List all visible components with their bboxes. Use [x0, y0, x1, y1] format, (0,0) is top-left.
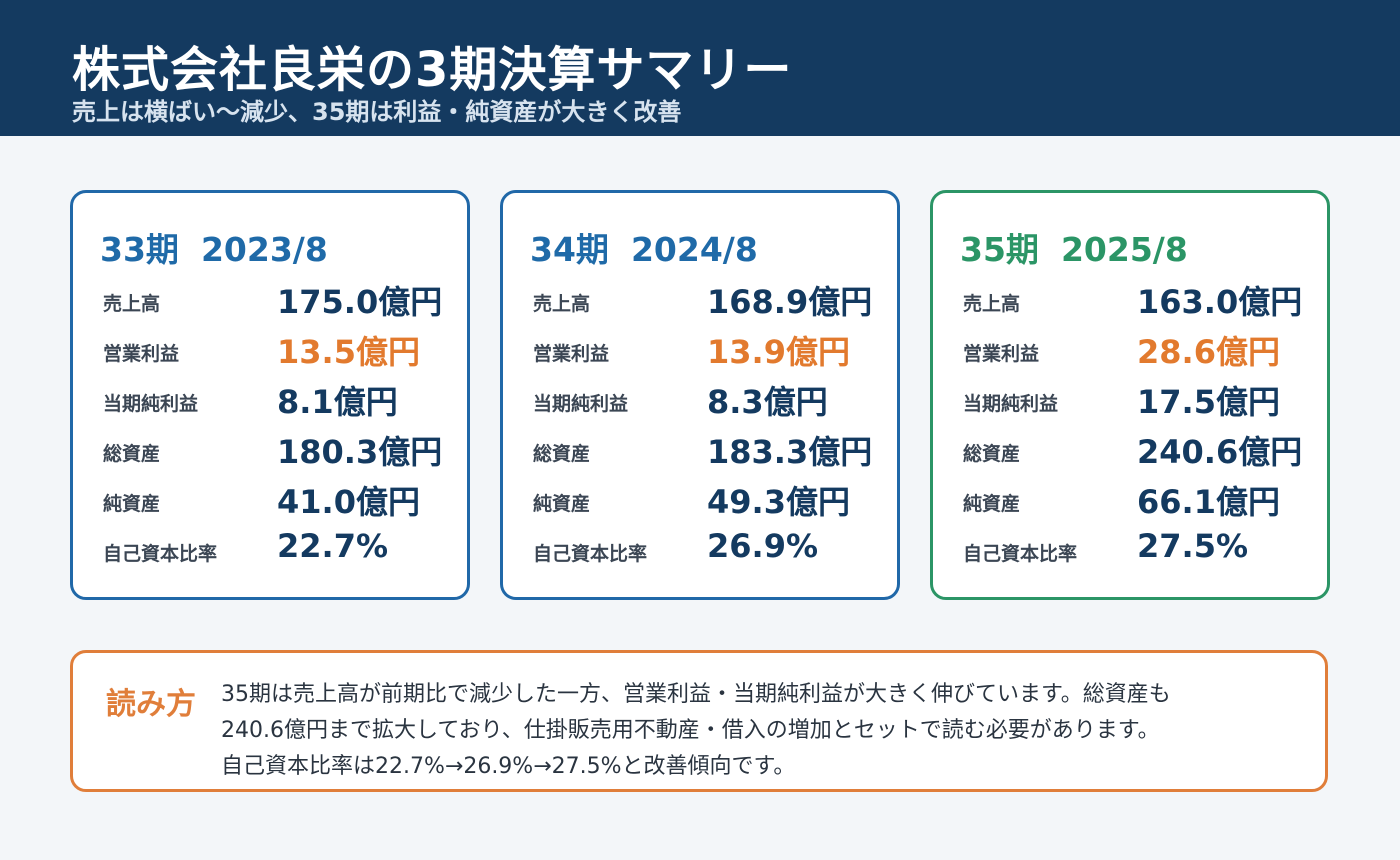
metric-label: 総資産 — [103, 443, 161, 465]
page-subtitle: 売上は横ばい〜減少、35期は利益・純資産が大きく改善 — [72, 98, 682, 126]
metric-row-total-assets: 総資産 180.3億円 — [103, 427, 463, 477]
metric-row-net-assets: 純資産 66.1億円 — [963, 477, 1323, 527]
fiscal-card-33: 33期 2023/8 売上高 175.0億円 営業利益 13.5億円 当期純利益 … — [70, 190, 470, 600]
metric-label: 営業利益 — [533, 343, 610, 365]
metric-value: 27.5% — [1137, 527, 1249, 565]
metric-value: 13.9億円 — [707, 333, 850, 371]
metric-row-total-assets: 総資産 183.3億円 — [533, 427, 893, 477]
metric-row-equity-ratio: 自己資本比率 26.9% — [533, 527, 893, 577]
card-heading: 34期 2024/8 — [530, 223, 758, 271]
metric-row-net-assets: 純資産 49.3億円 — [533, 477, 893, 527]
metric-label: 当期純利益 — [963, 393, 1059, 415]
fiscal-card-34: 34期 2024/8 売上高 168.9億円 営業利益 13.9億円 当期純利益 … — [500, 190, 900, 600]
metric-row-total-assets: 総資産 240.6億円 — [963, 427, 1323, 477]
card-date: 2024/8 — [630, 230, 758, 269]
metric-row-net-assets: 純資産 41.0億円 — [103, 477, 463, 527]
metric-label: 自己資本比率 — [533, 543, 648, 565]
reading-guide-box: 読み方 35期は売上高が前期比で減少した一方、営業利益・当期純利益が大きく伸びて… — [70, 650, 1328, 792]
metric-label: 営業利益 — [103, 343, 180, 365]
metric-label: 純資産 — [963, 493, 1021, 515]
metric-value: 8.3億円 — [707, 383, 828, 421]
metric-label: 総資産 — [963, 443, 1021, 465]
reading-guide-line: 35期は売上高が前期比で減少した一方、営業利益・当期純利益が大きく伸びています。… — [221, 682, 1171, 707]
metric-row-net-income: 当期純利益 8.3億円 — [533, 377, 893, 427]
card-period: 34期 — [530, 230, 609, 269]
header-banner: 株式会社良栄の3期決算サマリー 売上は横ばい〜減少、35期は利益・純資産が大きく… — [0, 0, 1400, 136]
metric-value: 26.9% — [707, 527, 819, 565]
metric-value: 175.0億円 — [277, 283, 443, 321]
metric-label: 自己資本比率 — [963, 543, 1078, 565]
card-period: 35期 — [960, 230, 1039, 269]
reading-guide-label: 読み方 — [106, 687, 196, 722]
reading-guide-text: 35期は売上高が前期比で減少した一方、営業利益・当期純利益が大きく伸びています。… — [221, 677, 1171, 785]
metric-row-operating-profit: 営業利益 28.6億円 — [963, 327, 1323, 377]
metric-row-sales: 売上高 168.9億円 — [533, 277, 893, 327]
metric-value: 13.5億円 — [277, 333, 420, 371]
metric-row-operating-profit: 営業利益 13.9億円 — [533, 327, 893, 377]
card-date: 2023/8 — [200, 230, 328, 269]
card-heading: 33期 2023/8 — [100, 223, 328, 271]
metric-value: 28.6億円 — [1137, 333, 1280, 371]
card-period: 33期 — [100, 230, 179, 269]
metric-label: 総資産 — [533, 443, 591, 465]
metric-label: 売上高 — [963, 293, 1021, 315]
metric-value: 22.7% — [277, 527, 389, 565]
metric-value: 240.6億円 — [1137, 433, 1303, 471]
metric-label: 純資産 — [533, 493, 591, 515]
fiscal-card-35: 35期 2025/8 売上高 163.0億円 営業利益 28.6億円 当期純利益 … — [930, 190, 1330, 600]
metric-value: 163.0億円 — [1137, 283, 1303, 321]
metric-value: 8.1億円 — [277, 383, 398, 421]
metric-row-sales: 売上高 175.0億円 — [103, 277, 463, 327]
reading-guide-line: 自己資本比率は22.7%→26.9%→27.5%と改善傾向です。 — [221, 754, 796, 779]
metric-label: 営業利益 — [963, 343, 1040, 365]
metric-row-equity-ratio: 自己資本比率 27.5% — [963, 527, 1323, 577]
metric-value: 180.3億円 — [277, 433, 443, 471]
metric-value: 183.3億円 — [707, 433, 873, 471]
metric-label: 当期純利益 — [103, 393, 199, 415]
metric-row-net-income: 当期純利益 8.1億円 — [103, 377, 463, 427]
metric-row-net-income: 当期純利益 17.5億円 — [963, 377, 1323, 427]
reading-guide-line: 240.6億円まで拡大しており、仕掛販売用不動産・借入の増加とセットで読む必要が… — [221, 718, 1160, 743]
metric-label: 自己資本比率 — [103, 543, 218, 565]
metric-label: 当期純利益 — [533, 393, 629, 415]
metric-label: 売上高 — [103, 293, 161, 315]
metric-row-operating-profit: 営業利益 13.5億円 — [103, 327, 463, 377]
metric-row-equity-ratio: 自己資本比率 22.7% — [103, 527, 463, 577]
metric-value: 168.9億円 — [707, 283, 873, 321]
card-heading: 35期 2025/8 — [960, 223, 1188, 271]
page-title: 株式会社良栄の3期決算サマリー — [72, 42, 793, 98]
metric-value: 66.1億円 — [1137, 483, 1280, 521]
metric-row-sales: 売上高 163.0億円 — [963, 277, 1323, 327]
metric-label: 純資産 — [103, 493, 161, 515]
metric-value: 49.3億円 — [707, 483, 850, 521]
metric-value: 41.0億円 — [277, 483, 420, 521]
metric-value: 17.5億円 — [1137, 383, 1280, 421]
card-date: 2025/8 — [1060, 230, 1188, 269]
metric-label: 売上高 — [533, 293, 591, 315]
